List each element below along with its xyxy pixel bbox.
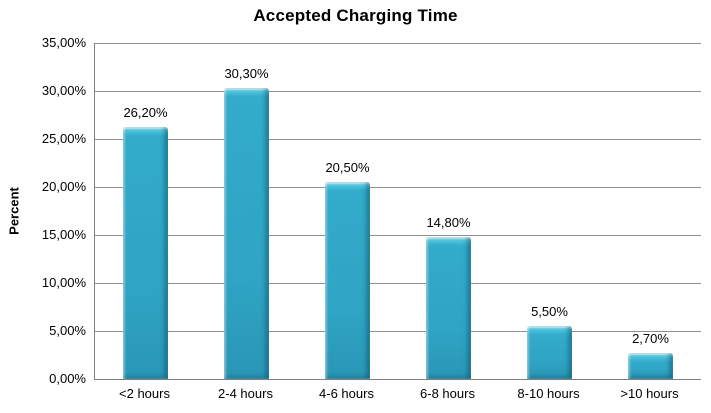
bar-value-label: 14,80% — [426, 214, 471, 230]
y-tick-label: 10,00% — [41, 275, 86, 290]
bar-value-label: 20,50% — [325, 160, 370, 176]
bar — [224, 88, 269, 379]
y-tick-label: 20,00% — [41, 179, 86, 194]
bar — [325, 182, 370, 379]
plot-area: 26,20% 30,30% 20,50% 14,80% 5,50% 2,70% — [94, 43, 701, 380]
x-tick-label: 8-10 hours — [517, 386, 580, 401]
gridline — [95, 187, 701, 188]
x-tick-label: <2 hours — [119, 386, 170, 401]
x-tick-label: 2-4 hours — [218, 386, 273, 401]
bar — [123, 127, 168, 379]
x-tick-label: >10 hours — [620, 386, 679, 401]
bar-value-label: 2,70% — [632, 331, 669, 347]
y-tick-label: 35,00% — [41, 35, 86, 50]
bar-value-label: 26,20% — [123, 105, 168, 121]
bar-value-label: 5,50% — [531, 304, 568, 320]
y-tick-label: 25,00% — [41, 131, 86, 146]
gridline — [95, 283, 701, 284]
x-tick-label: 4-6 hours — [319, 386, 374, 401]
chart-title: Accepted Charging Time — [253, 6, 458, 25]
gridline — [95, 235, 701, 236]
bar-value-label: 30,30% — [224, 66, 269, 82]
gridline — [95, 139, 701, 140]
y-tick-label: 30,00% — [41, 83, 86, 98]
bar — [426, 236, 471, 379]
x-tick-label: 6-8 hours — [420, 386, 475, 401]
y-tick-label: 15,00% — [41, 227, 86, 242]
gridline — [95, 91, 701, 92]
bar — [628, 353, 673, 379]
bar — [527, 326, 572, 379]
gridline — [95, 331, 701, 332]
gridline — [95, 43, 701, 44]
y-tick-label: 0,00% — [49, 371, 86, 386]
y-tick-label: 5,00% — [49, 323, 86, 338]
